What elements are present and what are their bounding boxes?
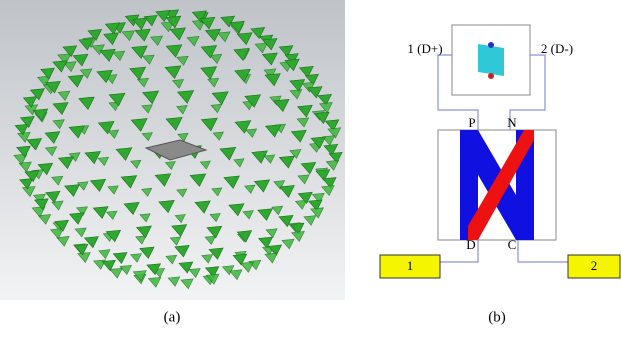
port-dot [488,42,494,48]
port-element [478,44,504,76]
port-number: 1 [407,258,414,273]
terminal-label: C [508,237,517,252]
terminal-label: N [507,115,517,130]
port-dot [488,73,494,79]
port-label: 1 (D+) [407,41,442,56]
panel-b: 1 (D+) 2 (D-) P N D C 1 2 [380,25,620,278]
terminal-label: P [468,115,475,130]
port-number: 2 [591,258,598,273]
figure: (a) 1 (D+) 2 (D-) P N D C 1 2 (b) [0,0,621,332]
caption: (a) [164,309,181,325]
panel-a [0,0,345,300]
caption: (b) [488,309,506,325]
port-label: 2 (D-) [541,41,573,56]
terminal-label: D [466,237,475,252]
